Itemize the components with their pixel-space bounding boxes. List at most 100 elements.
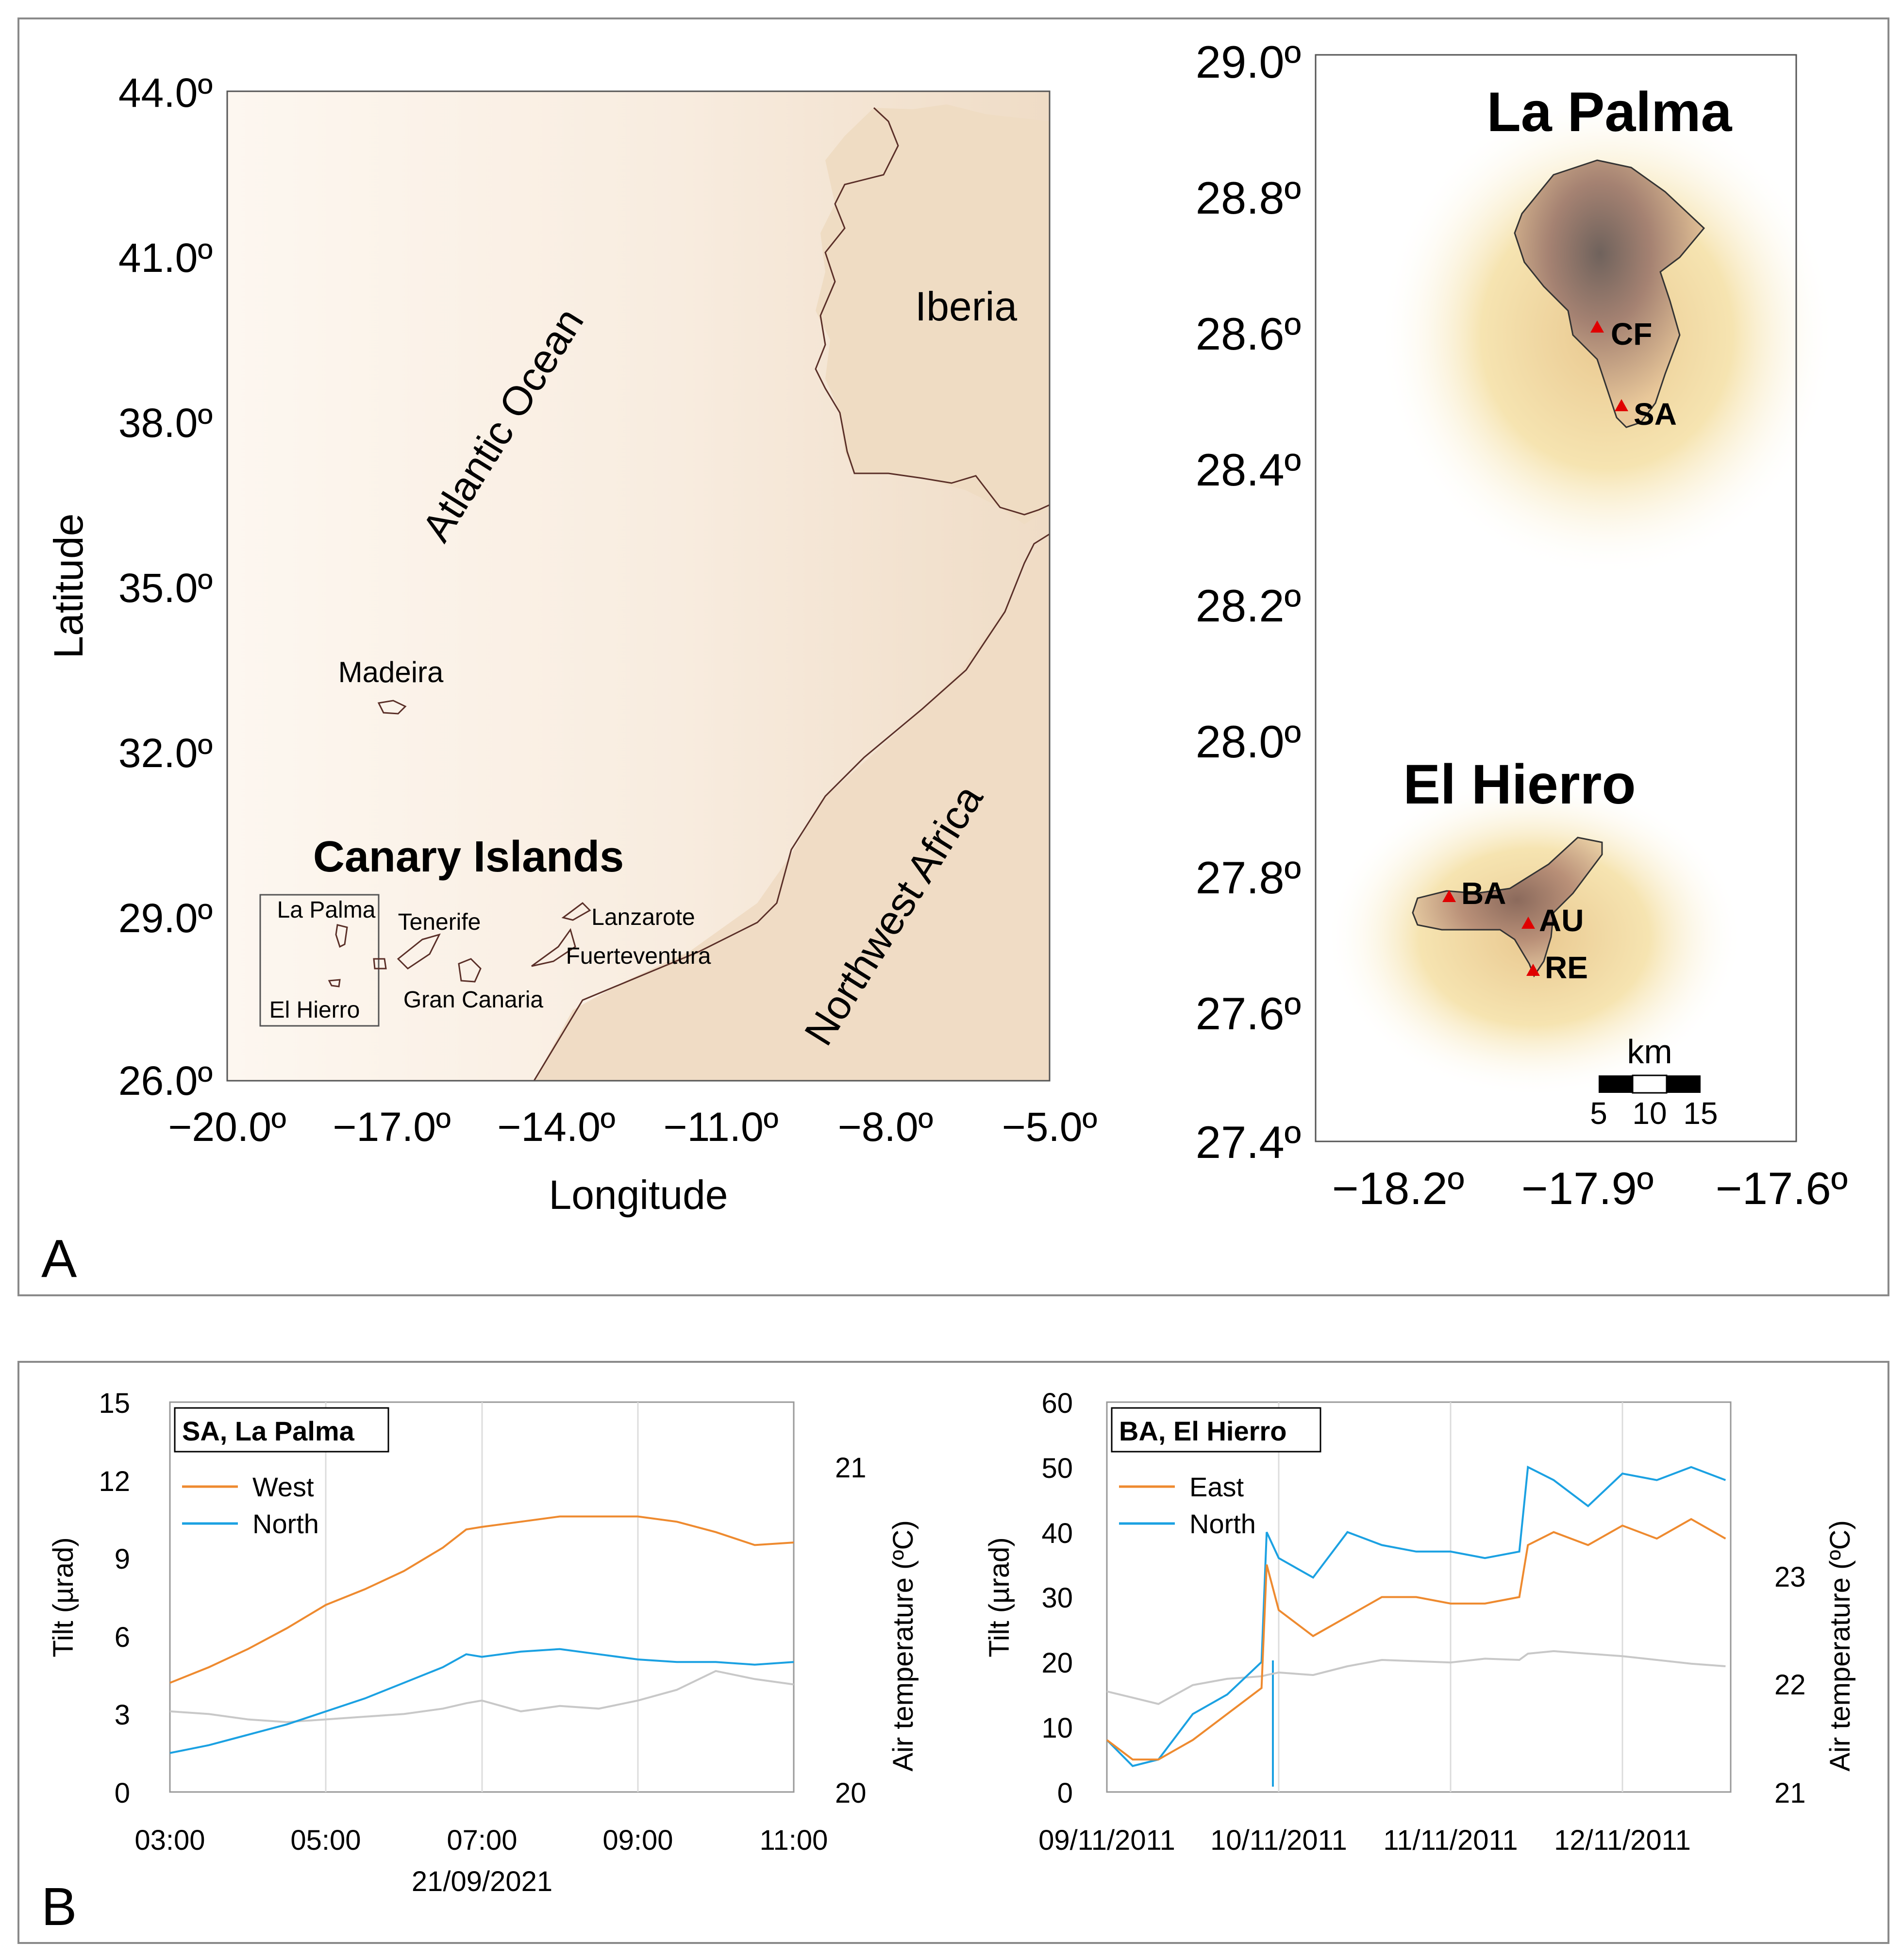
inset-lon-tick-label: −18.2º: [1332, 1163, 1464, 1214]
title-la-palma: La Palma: [1487, 81, 1733, 143]
lat-tick-label: 35.0º: [118, 565, 213, 611]
chart1-gridlines: [325, 1402, 639, 1792]
chart1-y-tick: 6: [115, 1622, 130, 1653]
station-cf: CF: [1590, 317, 1652, 352]
chart1-x-tick: 11:00: [760, 1825, 828, 1856]
lat-tick-label: 38.0º: [118, 400, 213, 446]
chart-sa-la-palma: 15 12 9 6 3 0 21 20 03:00 05:00 07:00 09…: [48, 1388, 919, 1897]
inset-lat-tick-label: 28.0º: [1196, 716, 1301, 767]
iberia-coastline: [815, 107, 1050, 516]
chart2-y-tick: 10: [1041, 1712, 1073, 1744]
fuerteventura-island: [531, 928, 576, 967]
la-palma-relief: [1514, 159, 1705, 428]
x-axis-title: Longitude: [549, 1172, 728, 1218]
inset-lat-tick-label: 28.4º: [1196, 444, 1301, 495]
label-gran-canaria: Gran Canaria: [403, 987, 543, 1013]
inset-lat-ticks: 29.0º 28.8º 28.6º 28.4º 28.2º 28.0º 27.8…: [1196, 36, 1301, 1168]
chart2-y2-tick: 23: [1774, 1561, 1806, 1593]
chart1-x-tick: 07:00: [447, 1825, 517, 1856]
lat-tick-label: 26.0º: [118, 1058, 213, 1104]
chart2-series-north: [1106, 1465, 1726, 1767]
label-el-hierro: El Hierro: [269, 997, 360, 1023]
lon-tick-label: −5.0º: [1002, 1104, 1098, 1150]
chart1-y2-tick: 21: [835, 1452, 867, 1484]
scale-bar: km 5 10 15: [1590, 1033, 1718, 1131]
label-canary-islands: Canary Islands: [313, 833, 624, 881]
station-marker: [1521, 917, 1535, 929]
lat-tick-label: 44.0º: [118, 70, 213, 116]
station-label: CF: [1611, 317, 1652, 352]
chart2-x-tick: 12/11/2011: [1554, 1825, 1691, 1856]
lon-tick-label: −8.0º: [838, 1104, 934, 1150]
chart2-y2-tick: 21: [1774, 1777, 1806, 1809]
station-marker: [1526, 964, 1540, 976]
scale-label: 10: [1632, 1096, 1667, 1131]
overview-lon-ticks: −20.0º −17.0º −14.0º −11.0º −8.0º −5.0º: [168, 1104, 1097, 1150]
chart1-legend-title-box: [174, 1407, 389, 1453]
station-marker: [1442, 890, 1456, 902]
chart1-legend-west: West: [252, 1472, 314, 1502]
chart2-x-tick: 10/11/2011: [1210, 1825, 1347, 1856]
chart1-y-tick: 15: [99, 1388, 130, 1419]
chart1-y-tick: 9: [115, 1543, 130, 1575]
chart1-y-ticks: 15 12 9 6 3 0: [99, 1388, 130, 1809]
label-madeira: Madeira: [338, 656, 444, 688]
inset-lon-ticks: −18.2º −17.9º −17.6º: [1332, 1163, 1848, 1214]
scale-label: 15: [1683, 1096, 1718, 1131]
inset-lon-tick-label: −17.9º: [1521, 1163, 1653, 1214]
chart2-y-tick: 30: [1041, 1582, 1073, 1614]
chart1-y2-tick: 20: [835, 1777, 867, 1809]
inset-lat-tick-label: 27.4º: [1196, 1117, 1301, 1168]
lat-tick-label: 32.0º: [118, 730, 213, 776]
chart2-series-east: [1106, 1518, 1726, 1761]
chart1-x-ticks: 03:00 05:00 07:00 09:00 11:00: [134, 1825, 828, 1856]
lanzarote-island: [561, 902, 591, 921]
chart1-x-tick: 03:00: [134, 1825, 205, 1856]
scale-label: 5: [1590, 1096, 1607, 1131]
inset-lat-tick-label: 28.2º: [1196, 580, 1301, 631]
station-re: RE: [1526, 950, 1588, 985]
chart2-y2-tick: 22: [1774, 1669, 1806, 1701]
y-axis-title: Latitude: [46, 514, 91, 659]
chart1-x-tick: 09:00: [602, 1825, 673, 1856]
chart2-x-tick: 11/11/2011: [1383, 1825, 1518, 1856]
inset-lat-tick-label: 29.0º: [1196, 36, 1301, 87]
chart2-series-air-temperature: [1106, 1650, 1726, 1705]
chart1-y-title: Tilt (µrad): [48, 1537, 79, 1657]
chart2-y-ticks: 60 50 40 30 20 10 0: [1041, 1388, 1073, 1809]
chart1-y2-ticks: 21 20: [835, 1452, 867, 1809]
lat-tick-label: 29.0º: [118, 895, 213, 941]
inset-map: 29.0º 28.8º 28.6º 28.4º 28.2º 28.0º 27.8…: [1196, 36, 1848, 1214]
la-palma-island: [335, 924, 348, 948]
overview-map: 44.0º 41.0º 38.0º 35.0º 32.0º 29.0º 26.0…: [46, 70, 1097, 1218]
chart1-series-west: [169, 1515, 794, 1684]
station-label: RE: [1545, 950, 1588, 985]
iberia-land: [816, 104, 1050, 524]
chart1-series-north: [169, 1648, 794, 1754]
scale-unit: km: [1627, 1033, 1672, 1071]
chart2-y-tick: 60: [1041, 1388, 1073, 1419]
chart2-legend-east: East: [1189, 1472, 1244, 1502]
el-hierro-relief: [1412, 837, 1603, 978]
chart2-y-tick: 0: [1057, 1777, 1073, 1809]
chart1-date-label: 21/09/2021: [412, 1866, 552, 1897]
lon-tick-label: −11.0º: [664, 1104, 779, 1150]
chart2-y-tick: 40: [1041, 1518, 1073, 1549]
label-la-palma: La Palma: [277, 897, 376, 923]
lon-tick-label: −17.0º: [333, 1104, 451, 1150]
canary-inset-box: [259, 894, 380, 1027]
africa-coastline: [533, 533, 1050, 1081]
title-el-hierro: El Hierro: [1403, 753, 1636, 816]
label-iberia: Iberia: [915, 284, 1017, 329]
chart1-y-tick: 3: [115, 1699, 130, 1731]
inset-lat-tick-label: 27.8º: [1196, 852, 1301, 903]
station-label: BA: [1461, 876, 1506, 911]
station-label: SA: [1634, 397, 1677, 432]
overview-frame: [226, 90, 1051, 1082]
chart1-y2-title: Air temperature (ºC): [887, 1520, 919, 1772]
chart2-legend-title-box: [1111, 1407, 1321, 1453]
chart2-legend-title: BA, El Hierro: [1119, 1416, 1286, 1446]
chart2-y2-ticks: 23 22 21: [1774, 1561, 1806, 1809]
chart-ba-el-hierro: 60 50 40 30 20 10 0 23 22 21 09/11/2011 …: [984, 1388, 1856, 1856]
scale-segment: [1599, 1075, 1633, 1093]
